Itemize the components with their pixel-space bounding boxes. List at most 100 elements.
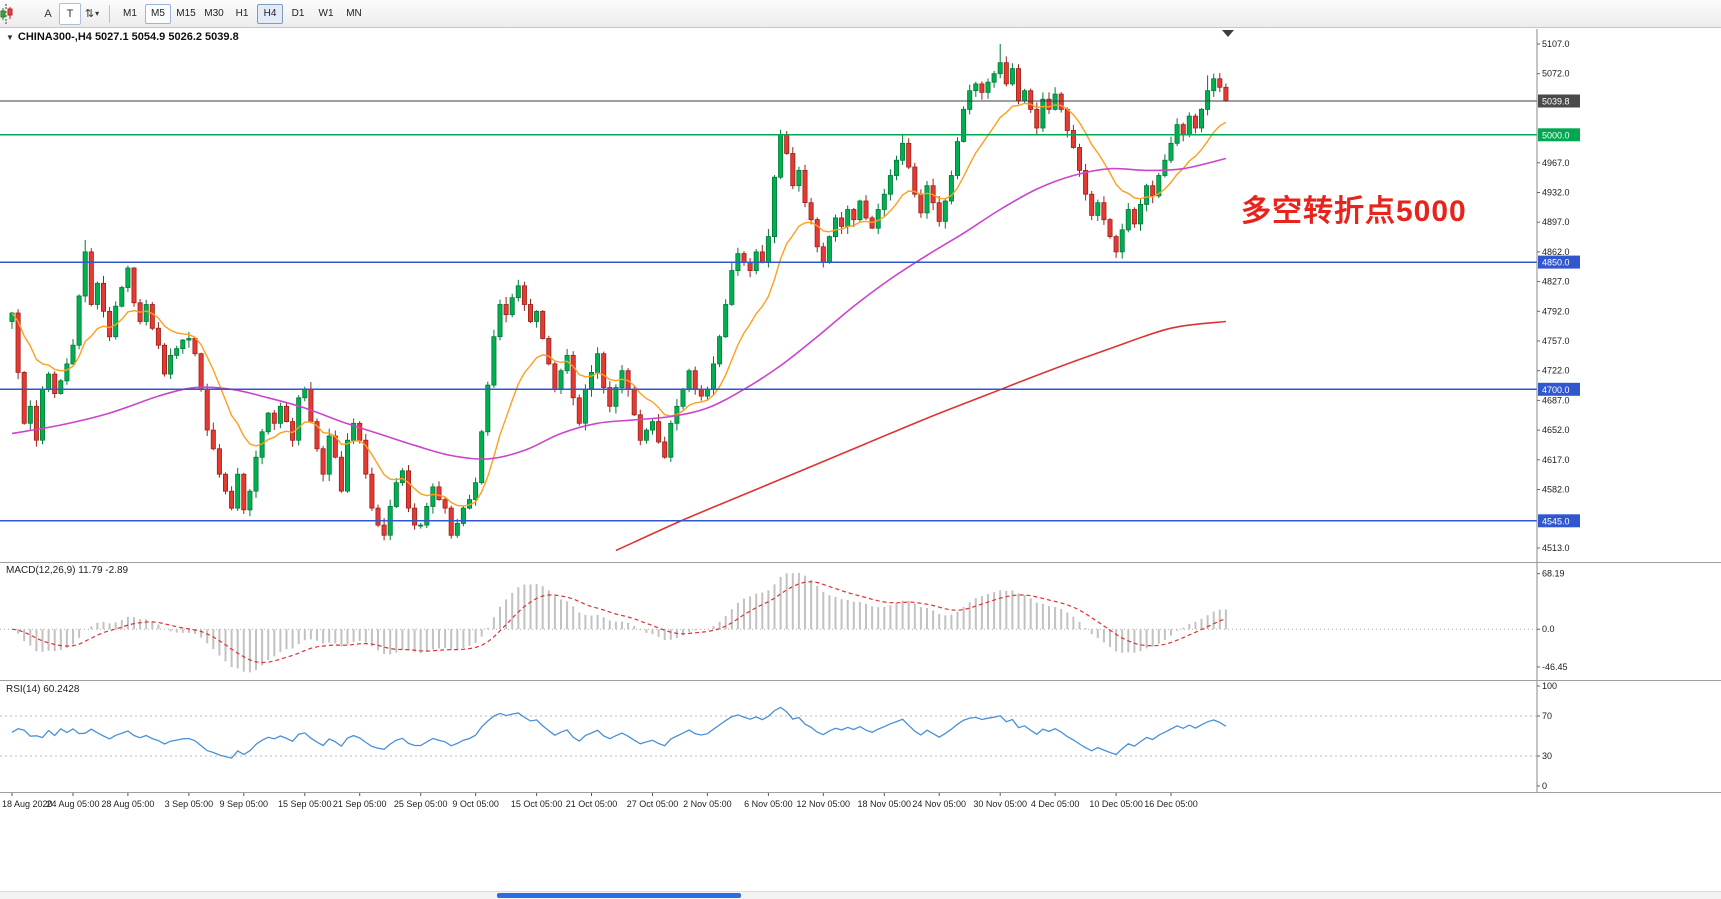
svg-text:0: 0 <box>1542 781 1547 791</box>
svg-text:4700.0: 4700.0 <box>1542 385 1570 395</box>
time-label: 2 Nov 05:00 <box>683 799 732 809</box>
macd-label: MACD(12,26,9) 11.79 -2.89 <box>6 565 129 576</box>
svg-text:4652.0: 4652.0 <box>1542 425 1570 435</box>
levels-layer[interactable] <box>0 134 1537 522</box>
time-label: 9 Oct 05:00 <box>452 799 499 809</box>
toolbar: A T ⇅ ▾ M1 M5 M15 M30 H1 H4 D1 W1 MN <box>0 0 1721 28</box>
time-label: 25 Sep 05:00 <box>394 799 448 809</box>
time-label: 28 Aug 05:00 <box>101 799 154 809</box>
chart-title: ▼ CHINA300-,H4 5027.1 5054.9 5026.2 5039… <box>6 31 239 43</box>
svg-text:0.0: 0.0 <box>1542 624 1555 634</box>
svg-text:-46.45: -46.45 <box>1542 662 1568 672</box>
current-price-badge: 5039.8 <box>1538 94 1580 108</box>
ma-medium-line <box>11 157 1227 460</box>
timeframe-bar: M1 M5 M15 M30 H1 H4 D1 W1 MN <box>116 3 368 24</box>
timeframe-m5-button[interactable]: M5 <box>145 3 171 24</box>
timeframe-d1-button[interactable]: D1 <box>291 8 305 19</box>
moving-averages-layer <box>11 102 1227 552</box>
time-label: 27 Oct 05:00 <box>627 799 679 809</box>
svg-text:68.19: 68.19 <box>1542 569 1565 579</box>
timeframe-mn-button[interactable]: MN <box>346 8 362 19</box>
svg-text:5072.0: 5072.0 <box>1542 69 1570 79</box>
time-label: 12 Nov 05:00 <box>797 799 851 809</box>
timeframe-m30-button[interactable]: M30 <box>204 8 224 19</box>
time-label: 9 Sep 05:00 <box>220 799 269 809</box>
price-badge-5000.0: 5000.0 <box>1538 128 1580 142</box>
panel-separator-macd[interactable] <box>0 562 1721 563</box>
rsi-panel[interactable]: 100 70 30 0 <box>0 680 1721 792</box>
timeframe-h4-button[interactable]: H4 <box>257 3 283 24</box>
time-label: 10 Dec 05:00 <box>1089 799 1143 809</box>
timeframe-w1-button[interactable]: W1 <box>318 8 334 19</box>
svg-text:5000.0: 5000.0 <box>1542 130 1570 140</box>
macd-panel[interactable]: 68.19 0.0 -46.45 <box>0 562 1721 680</box>
time-label: 6 Nov 05:00 <box>744 799 793 809</box>
time-label: 21 Sep 05:00 <box>333 799 387 809</box>
ma-fast-line <box>11 102 1227 507</box>
timeframe-h1-button[interactable]: H1 <box>235 8 249 19</box>
text-label-a-button[interactable]: A <box>37 3 59 25</box>
candlestick-chart-icon <box>0 6 13 20</box>
ma-slow-line <box>615 320 1226 552</box>
toolbar-grip[interactable] <box>5 3 9 24</box>
svg-text:5039.8: 5039.8 <box>1542 97 1570 107</box>
time-label: 15 Sep 05:00 <box>278 799 332 809</box>
rsi-line <box>11 706 1227 759</box>
toolbar-separator <box>109 4 110 23</box>
scrollbar-thumb[interactable] <box>497 893 741 898</box>
svg-text:5107.0: 5107.0 <box>1542 39 1570 49</box>
svg-text:4827.0: 4827.0 <box>1542 277 1570 287</box>
svg-text:4545.0: 4545.0 <box>1542 516 1570 526</box>
main-chart-panel[interactable]: 5107.0 5072.0 4967.0 4932.0 4897.0 4862.0 4827… <box>0 29 1721 562</box>
timeframe-m1-button[interactable]: M1 <box>123 8 137 19</box>
svg-text:4862.0: 4862.0 <box>1542 247 1570 257</box>
annotation-text[interactable]: 多空转折点5000 <box>1241 195 1467 228</box>
time-label: 30 Nov 05:00 <box>973 799 1027 809</box>
time-label: 24 Aug 05:00 <box>46 799 99 809</box>
rsi-axis[interactable]: 100 70 30 0 <box>1536 680 1557 792</box>
svg-text:4792.0: 4792.0 <box>1542 306 1570 316</box>
svg-text:70: 70 <box>1542 711 1552 721</box>
timeframe-m15-button[interactable]: M15 <box>176 8 196 19</box>
svg-text:4722.0: 4722.0 <box>1542 366 1570 376</box>
time-label: 16 Dec 05:00 <box>1144 799 1198 809</box>
time-label: 3 Sep 05:00 <box>165 799 214 809</box>
time-label: 18 Nov 05:00 <box>858 799 912 809</box>
text-tool-t-button[interactable]: T <box>59 2 81 25</box>
price-badge-4700.0: 4700.0 <box>1538 382 1580 396</box>
svg-text:4850.0: 4850.0 <box>1542 258 1570 268</box>
svg-text:4967.0: 4967.0 <box>1542 158 1570 168</box>
dropdown-caret-icon: ▾ <box>95 9 100 18</box>
price-badge-4850.0: 4850.0 <box>1538 255 1580 269</box>
macd-axis[interactable]: 68.19 0.0 -46.45 <box>1536 562 1568 680</box>
svg-text:4757.0: 4757.0 <box>1542 336 1570 346</box>
time-label: 21 Oct 05:00 <box>566 799 618 809</box>
time-label: 4 Dec 05:00 <box>1031 799 1080 809</box>
svg-text:100: 100 <box>1542 681 1557 691</box>
svg-text:4513.0: 4513.0 <box>1542 543 1570 553</box>
chart-shift-marker[interactable] <box>1222 30 1234 37</box>
time-label: 15 Oct 05:00 <box>511 799 563 809</box>
chart-window-button[interactable] <box>0 3 37 25</box>
time-axis-separator <box>0 792 1721 793</box>
time-label: 18 Aug 2020 <box>2 799 53 809</box>
svg-text:4582.0: 4582.0 <box>1542 485 1570 495</box>
price-axis[interactable]: 5107.0 5072.0 4967.0 4932.0 4897.0 4862.0 4827… <box>1536 29 1580 562</box>
scale-mode-button[interactable]: ⇅ ▾ <box>81 3 103 25</box>
horizontal-scrollbar[interactable] <box>0 891 1721 899</box>
rsi-label: RSI(14) 60.2428 <box>6 684 80 695</box>
svg-text:4687.0: 4687.0 <box>1542 395 1570 405</box>
macd-signal-line <box>11 581 1227 664</box>
panel-separator-rsi[interactable] <box>0 680 1721 681</box>
chart-title-text: CHINA300-,H4 5027.1 5054.9 5026.2 5039.8 <box>17 31 239 43</box>
collapse-arrow-icon[interactable]: ▼ <box>6 32 14 42</box>
up-down-arrows-icon: ⇅ <box>84 8 95 20</box>
time-label: 24 Nov 05:00 <box>912 799 966 809</box>
svg-text:4932.0: 4932.0 <box>1542 188 1570 198</box>
macd-histogram <box>17 572 1227 673</box>
svg-text:4617.0: 4617.0 <box>1542 455 1570 465</box>
candles-layer <box>9 44 1229 541</box>
svg-text:30: 30 <box>1542 751 1552 761</box>
